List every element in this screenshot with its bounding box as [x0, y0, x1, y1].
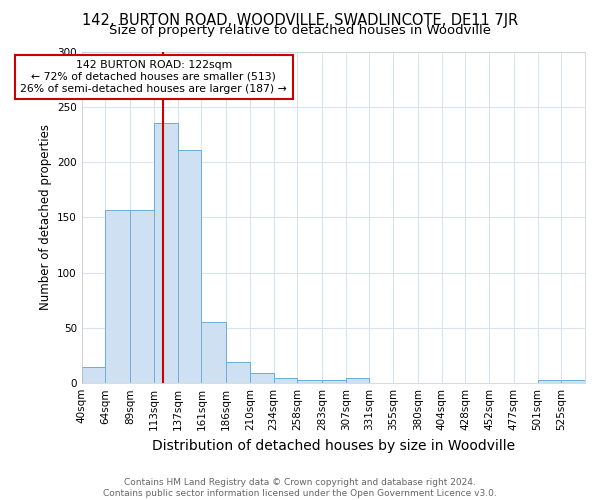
- Bar: [250, 373, 274, 383]
- Bar: [202, 322, 226, 383]
- Bar: [346, 378, 370, 383]
- Bar: [322, 380, 346, 383]
- X-axis label: Distribution of detached houses by size in Woodville: Distribution of detached houses by size …: [152, 438, 515, 452]
- Bar: [130, 210, 154, 383]
- Text: Contains HM Land Registry data © Crown copyright and database right 2024.
Contai: Contains HM Land Registry data © Crown c…: [103, 478, 497, 498]
- Bar: [274, 378, 297, 383]
- Text: 142, BURTON ROAD, WOODVILLE, SWADLINCOTE, DE11 7JR: 142, BURTON ROAD, WOODVILLE, SWADLINCOTE…: [82, 12, 518, 28]
- Bar: [106, 210, 130, 383]
- Bar: [561, 380, 585, 383]
- Bar: [154, 124, 178, 383]
- Text: Size of property relative to detached houses in Woodville: Size of property relative to detached ho…: [109, 24, 491, 37]
- Bar: [178, 150, 202, 383]
- Bar: [226, 362, 250, 383]
- Bar: [297, 380, 322, 383]
- Bar: [538, 380, 561, 383]
- Bar: [82, 366, 106, 383]
- Text: 142 BURTON ROAD: 122sqm
← 72% of detached houses are smaller (513)
26% of semi-d: 142 BURTON ROAD: 122sqm ← 72% of detache…: [20, 60, 287, 94]
- Y-axis label: Number of detached properties: Number of detached properties: [38, 124, 52, 310]
